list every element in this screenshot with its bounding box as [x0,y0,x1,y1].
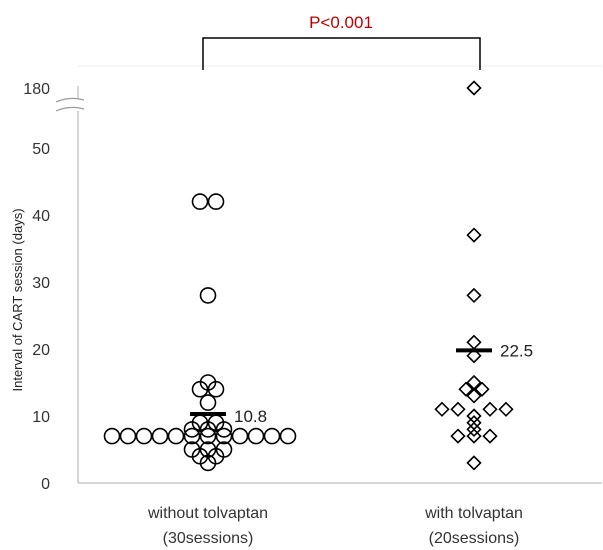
y-tick-label: 20 [32,342,50,359]
data-point-diamond [482,428,498,444]
label-layer: 0 10 20 30 40 50 180 Interval of CART session (… [10,13,533,547]
data-point-diamond [474,381,490,397]
data-point-circle [199,427,217,445]
data-point-diamond [466,421,482,438]
data-point-circle [215,427,233,445]
data-point-circle [119,427,137,445]
category-label-line2: (20sessions) [429,530,520,547]
data-point-circle [279,427,297,445]
y-tick-label: 0 [41,476,50,493]
data-point-circle [167,427,185,445]
data-point-diamond [466,80,482,96]
data-point-diamond [466,455,482,471]
data-point-circle [199,374,217,391]
axis-layer [55,37,602,484]
y-tick-label: 180 [23,81,50,98]
data-point-circle [247,427,265,445]
data-point-circle [151,427,169,445]
data-point-diamond [450,401,466,417]
data-point-diamond [466,428,482,444]
significance-bracket [202,37,481,70]
axis-break-mark-upper [55,97,85,103]
y-tick-label: 50 [32,141,50,158]
data-point-circle [135,427,153,445]
data-point-diamond [434,401,450,417]
data-point-circle [199,454,217,472]
category-label-line1: with tolvaptan [424,505,523,522]
mean-label: 22.5 [500,341,533,360]
data-point-circle [183,427,201,445]
category-label-line1: without tolvaptan [147,505,268,522]
y-tick-label: 40 [32,208,50,225]
data-point-diamond [466,348,482,364]
data-point-circle [263,427,281,445]
significance-label: P<0.001 [309,13,373,32]
data-point-circle [199,394,217,411]
y-tick-label: 30 [32,275,50,292]
data-point-diamond [466,227,482,243]
data-point-circle [191,193,209,210]
axis-break-mark-lower [55,106,85,112]
data-point-circle [103,427,121,445]
data-point-diamond [450,428,466,444]
points-layer [103,80,514,472]
data-point-diamond [466,287,482,304]
data-point-diamond [498,401,514,417]
y-axis-title: Interval of CART session (days) [10,208,25,391]
data-point-diamond [458,381,474,397]
data-point-circle [199,287,217,304]
data-point-diamond [482,401,498,417]
category-label-line2: (30sessions) [163,530,254,547]
y-tick-label: 10 [32,409,50,426]
data-point-circle [207,193,225,210]
data-point-diamond [466,388,482,404]
mean-label: 10.8 [234,407,267,426]
data-point-circle [231,427,249,445]
